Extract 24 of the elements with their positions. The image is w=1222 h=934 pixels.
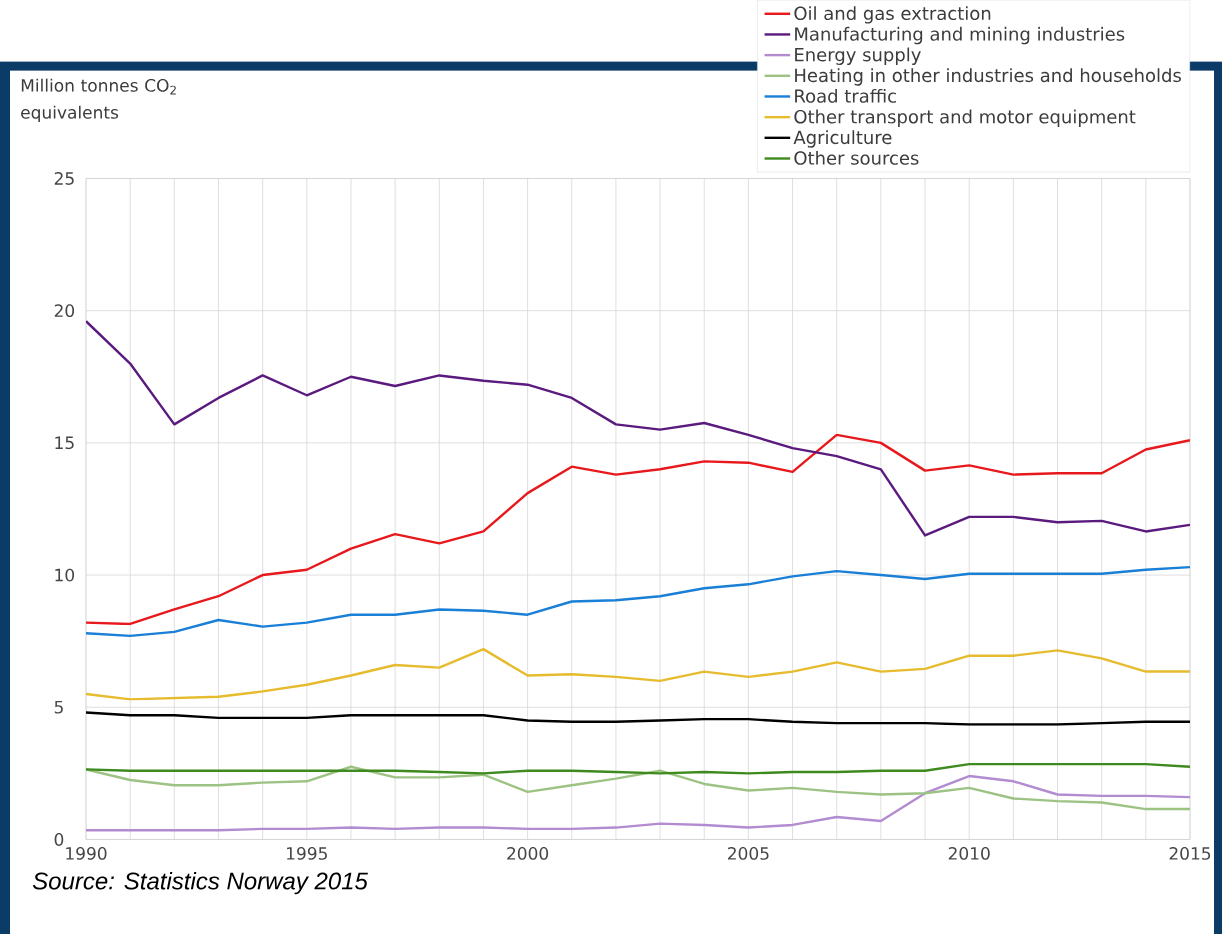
legend-label: Other transport and motor equipment [794,109,1136,127]
legend-label: Agriculture [793,130,892,148]
x-tick-label: 1995 [287,846,327,860]
y-tick-label: 0 [54,832,64,846]
legend-label: Energy supply [795,47,921,65]
legend-label: Manufacturing and mining industries [795,26,1125,45]
y-tick-label: 20 [54,303,75,317]
line-series [86,433,1190,625]
y-tick-label: 5 [54,700,63,714]
legend-label: Road traffic [795,88,896,103]
x-tick-label: 2005 [728,846,769,860]
y-tick-label: 25 [54,171,74,185]
x-tick-label: 2010 [948,846,990,860]
y-tick-label: 10 [55,568,75,582]
x-tick-label: 2000 [507,846,549,860]
y-tick-label: 15 [55,436,74,449]
legend-label: Heating in other industries and households [795,67,1181,86]
source-note: Source: Statistics Norway 2015 [32,871,368,895]
line-series [86,319,1190,537]
legend-label: Other sources [794,150,919,165]
text: Million tonnes CO$_{2}$ equivalents [21,78,176,122]
legend-label: Oil and gas extraction [794,5,991,24]
x-tick-label: 1990 [66,846,107,860]
x-tick-label: 2015 [1169,846,1211,860]
